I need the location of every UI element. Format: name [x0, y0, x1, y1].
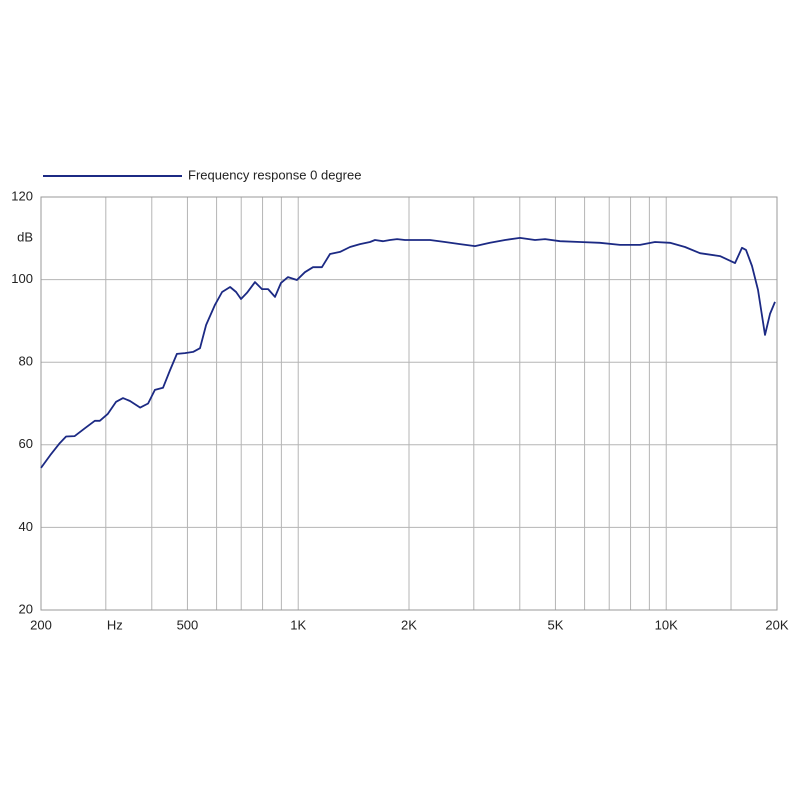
- y-tick-label: 40: [19, 519, 33, 534]
- x-tick-label: 5K: [547, 617, 563, 632]
- y-axis-label: dB: [17, 230, 33, 245]
- data-line: [40, 237, 776, 469]
- x-tick-label: 1K: [290, 617, 306, 632]
- x-tick-label: 20K: [765, 617, 788, 632]
- x-tick-label: Hz: [107, 617, 123, 632]
- x-tick-label: 500: [177, 617, 199, 632]
- y-tick-label: 80: [19, 354, 33, 369]
- x-tick-label: 200: [30, 617, 52, 632]
- x-tick-label: 2K: [401, 617, 417, 632]
- plot-frame: [40, 196, 778, 611]
- y-tick-label: 100: [11, 271, 33, 286]
- y-tick-label: 60: [19, 436, 33, 451]
- x-tick-label: 10K: [655, 617, 678, 632]
- legend-label: Frequency response 0 degree: [188, 167, 361, 182]
- y-tick-label: 20: [19, 601, 33, 616]
- y-tick-label: 120: [11, 188, 33, 203]
